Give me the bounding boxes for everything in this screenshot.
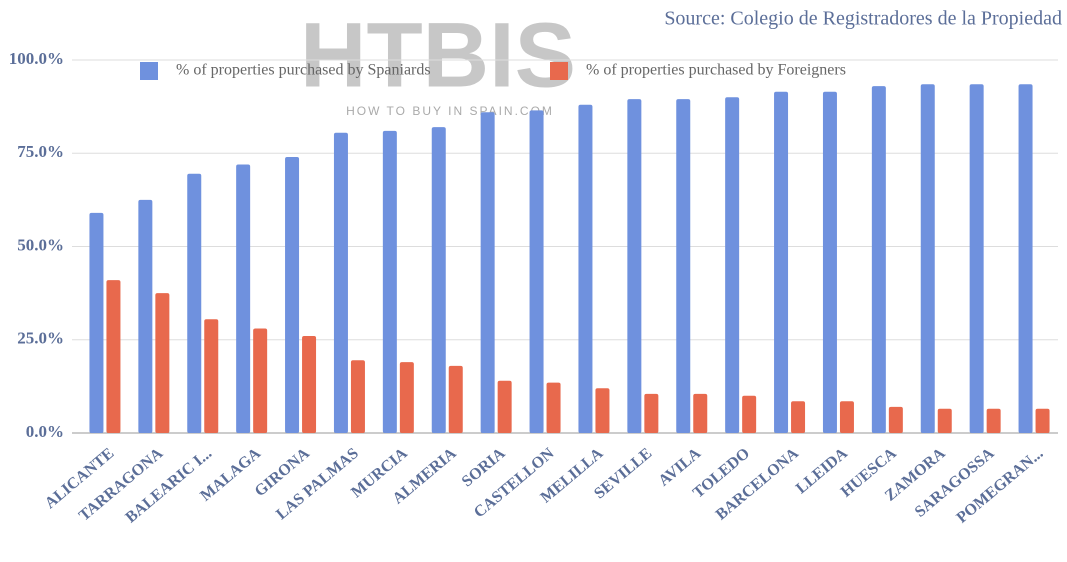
bar — [187, 173, 202, 433]
legend-swatch — [550, 62, 568, 80]
bar — [302, 336, 317, 433]
watermark-subtitle: HOW TO BUY IN SPAIN.COM — [346, 104, 554, 118]
bar — [871, 86, 886, 434]
y-tick-label: 50.0% — [17, 235, 64, 254]
bar — [204, 319, 219, 433]
watermark: HTBIS — [300, 4, 576, 106]
bar — [937, 408, 952, 433]
x-tick-label: BARCELONA — [713, 445, 803, 524]
x-tick-label: LAS PALMAS — [273, 445, 362, 523]
bar — [138, 199, 153, 433]
bar — [480, 112, 495, 433]
x-tick-label: POMEGRAN... — [954, 445, 1047, 527]
x-tick-label: TARRAGONA — [76, 445, 167, 525]
legend-swatch — [140, 62, 158, 80]
bar — [106, 280, 121, 433]
bar — [627, 99, 642, 433]
y-tick-label: 0.0% — [26, 422, 64, 441]
source: Source: Colegio de Registradores de la P… — [664, 8, 1062, 30]
bar — [155, 293, 170, 433]
bar — [382, 130, 397, 433]
bar — [399, 362, 414, 433]
bar — [595, 388, 610, 433]
bar — [676, 99, 691, 433]
bar — [431, 127, 446, 433]
bar — [285, 156, 300, 434]
bar — [578, 104, 593, 433]
bar — [693, 393, 708, 433]
legend-label: % of properties purchased by Foreigners — [586, 62, 846, 79]
bar — [1018, 84, 1033, 434]
bar — [546, 382, 561, 433]
bar — [791, 401, 806, 433]
bar — [448, 365, 463, 433]
x-tick-label: BALEARIC I... — [123, 445, 216, 527]
bar — [236, 164, 251, 433]
bar — [253, 328, 268, 433]
bar — [969, 84, 984, 434]
bar — [774, 91, 789, 433]
y-tick-label: 25.0% — [17, 329, 64, 348]
bar — [888, 406, 903, 433]
bar — [333, 132, 348, 434]
legend-label: % of properties purchased by Spaniards — [176, 62, 431, 79]
bar — [644, 393, 659, 433]
bar — [1035, 408, 1050, 433]
bar — [839, 401, 854, 433]
y-tick-label: 100.0% — [9, 49, 64, 68]
bar — [350, 360, 365, 433]
bar — [529, 110, 544, 433]
bar — [920, 84, 935, 434]
bar — [725, 97, 740, 434]
bar — [742, 395, 757, 433]
y-tick-label: 75.0% — [17, 142, 64, 161]
bar — [986, 408, 1001, 433]
bar — [89, 212, 104, 433]
bar — [497, 380, 512, 433]
bar — [822, 91, 837, 433]
